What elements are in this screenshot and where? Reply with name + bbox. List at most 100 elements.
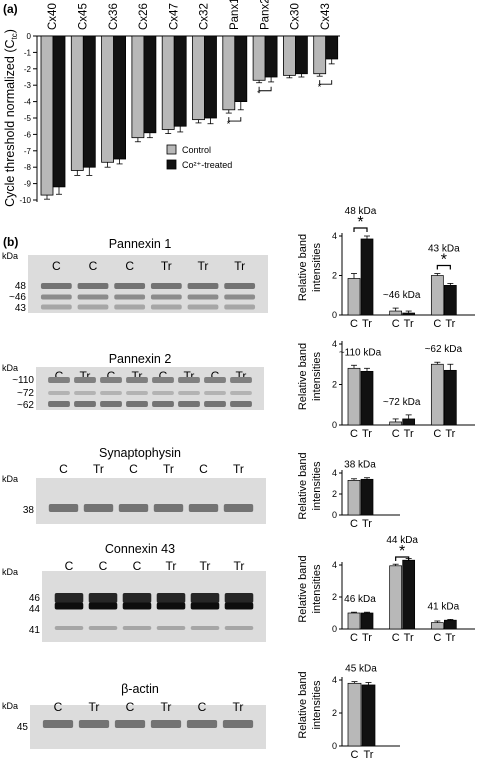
rbi-ylabel-line2: intensities xyxy=(311,680,323,729)
lane-label: C xyxy=(65,559,74,573)
blot-band xyxy=(223,504,254,512)
bar xyxy=(389,310,403,316)
significance-bracket xyxy=(395,556,410,561)
lane-label: Tr xyxy=(233,462,244,476)
legend-swatch-control xyxy=(166,144,177,155)
blot-band xyxy=(187,304,219,310)
category-label: Cx43 xyxy=(320,3,332,30)
bar xyxy=(313,35,327,75)
group-label: 38 kDa xyxy=(344,460,376,471)
bar xyxy=(252,35,266,81)
category-label: Tr xyxy=(404,318,414,330)
bar xyxy=(360,370,374,426)
blot-band xyxy=(150,283,182,289)
y-tick-label: -8 xyxy=(24,163,32,172)
blot-band xyxy=(122,602,152,610)
bar xyxy=(347,367,361,426)
lane-label: Tr xyxy=(161,259,172,273)
y-tick-label: -4 xyxy=(24,98,32,107)
marker-label: ~72 xyxy=(17,388,34,399)
category-label: Tr xyxy=(362,318,372,330)
y-tick-label: 0 xyxy=(332,624,337,634)
bar xyxy=(192,35,205,121)
category-label: Panx1 xyxy=(229,0,241,30)
lane-label: Tr xyxy=(161,700,172,714)
blot-band xyxy=(40,283,72,289)
group-label: 41 kDa xyxy=(427,601,459,612)
y-tick-label: -1 xyxy=(24,48,32,57)
blot-band xyxy=(122,626,152,630)
panel-b-label: (b) xyxy=(3,235,18,249)
y-tick-label: 2 xyxy=(332,708,337,718)
blot-band xyxy=(54,626,84,630)
category-label: Cx26 xyxy=(138,3,150,30)
lane-label: Tr xyxy=(234,559,245,573)
blot-band xyxy=(54,602,84,610)
lane-label: C xyxy=(198,700,207,714)
lane-label: C xyxy=(126,700,135,714)
lane-label: C xyxy=(99,559,108,573)
blot-band xyxy=(100,401,122,407)
category-label: Panx2 xyxy=(259,0,271,30)
y-tick-label: 2 xyxy=(332,489,337,499)
blot-band xyxy=(114,720,146,728)
category-label: Cx32 xyxy=(199,3,211,30)
marker-label: ~46 xyxy=(9,292,26,303)
bar xyxy=(360,612,374,630)
significance-bracket xyxy=(228,117,242,122)
significance-star: * xyxy=(318,82,322,92)
kda-label: kDa xyxy=(2,363,18,373)
panel-a-label: (a) xyxy=(3,2,18,16)
rbi-ylabel-line2: intensities xyxy=(311,243,323,292)
lane-label: Tr xyxy=(93,462,104,476)
bar xyxy=(234,35,248,102)
marker-label: 41 xyxy=(29,625,41,636)
blot-band xyxy=(77,304,109,310)
blot-band xyxy=(150,720,182,728)
category-label: Cx45 xyxy=(77,3,89,30)
marker-label: 48 xyxy=(15,281,27,292)
marker-label: ~110 xyxy=(12,375,34,386)
lane-label: Tr xyxy=(236,369,247,383)
lane-label: Tr xyxy=(166,559,177,573)
bar xyxy=(443,369,457,426)
blot-band xyxy=(156,626,186,630)
blot-band xyxy=(88,593,118,603)
blot-title: Pannexin 2 xyxy=(109,352,172,366)
bar xyxy=(40,35,54,196)
significance-star: * xyxy=(399,543,405,560)
bar xyxy=(325,35,339,60)
bar xyxy=(143,35,157,134)
y-tick-label: 0 xyxy=(332,310,337,320)
rbi-ylabel-line2: intensities xyxy=(311,352,323,401)
blot-band xyxy=(77,294,109,300)
bar xyxy=(70,35,84,171)
bar xyxy=(402,418,416,426)
y-tick-label: 2 xyxy=(332,592,337,602)
blot-band xyxy=(40,294,72,300)
blot-band xyxy=(48,391,70,395)
lane-label: Tr xyxy=(234,259,245,273)
category-label: C xyxy=(350,318,358,330)
blot-band xyxy=(74,391,96,395)
bar xyxy=(282,35,296,76)
category-label: C xyxy=(350,428,358,440)
rbi-ylabel-line1: Relative band xyxy=(297,343,309,410)
lane-label: C xyxy=(199,462,208,476)
lane-label: C xyxy=(107,369,116,383)
group-label: 44 kDa xyxy=(386,535,418,546)
category-label: C xyxy=(351,749,359,758)
blot-band xyxy=(204,377,226,383)
y-tick-label: 4 xyxy=(332,560,337,570)
y-tick-label: 4 xyxy=(332,231,337,241)
y-tick-label: 4 xyxy=(332,468,337,478)
lane-label: C xyxy=(89,259,98,273)
bar xyxy=(173,35,187,127)
category-label: C xyxy=(350,518,358,530)
bar xyxy=(430,275,444,316)
blot-band xyxy=(126,377,148,383)
blot-band xyxy=(114,304,146,310)
bar xyxy=(131,35,145,139)
bar xyxy=(430,622,444,630)
blot-membrane xyxy=(36,367,264,410)
